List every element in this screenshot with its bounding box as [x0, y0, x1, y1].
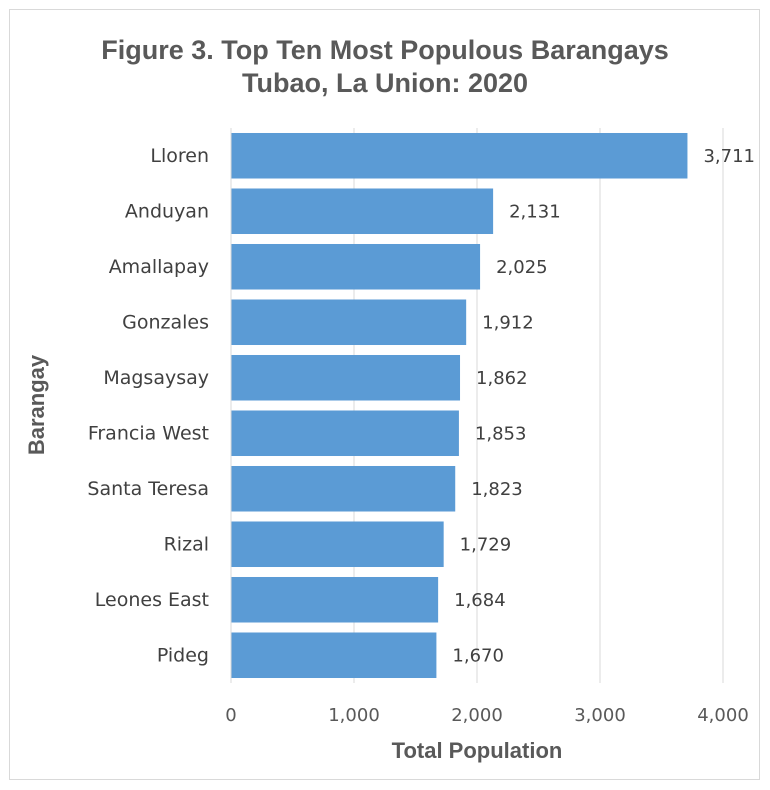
- category-label: Pideg: [157, 644, 209, 666]
- category-label: Rizal: [164, 533, 209, 555]
- data-label: 2,131: [509, 201, 561, 222]
- data-label: 3,711: [703, 146, 755, 167]
- data-label: 1,729: [460, 534, 512, 555]
- bar: [231, 632, 437, 679]
- bar: [231, 299, 467, 346]
- data-label: 1,853: [475, 423, 527, 444]
- category-label: Leones East: [95, 589, 209, 611]
- bar: [231, 410, 459, 457]
- x-axis-label: Total Population: [391, 738, 563, 763]
- category-label: Anduyan: [125, 200, 209, 222]
- bar: [231, 132, 688, 179]
- chart-title: Figure 3. Top Ten Most Populous Barangay…: [101, 35, 669, 65]
- x-tick-label: 0: [225, 705, 236, 726]
- data-label: 1,684: [454, 590, 506, 611]
- bar: [231, 354, 461, 401]
- x-tick-label: 4,000: [697, 705, 749, 726]
- x-tick-label: 1,000: [328, 705, 380, 726]
- x-tick-label: 2,000: [451, 705, 503, 726]
- chart-title-block: Figure 3. Top Ten Most Populous Barangay…: [0, 34, 770, 100]
- data-label: 2,025: [496, 257, 548, 278]
- data-label: 1,862: [476, 368, 528, 389]
- data-label: 1,823: [471, 479, 523, 500]
- data-label: 1,670: [452, 645, 504, 666]
- x-tick-label: 3,000: [574, 705, 626, 726]
- category-label: Amallapay: [109, 256, 209, 278]
- category-label: Lloren: [150, 145, 209, 167]
- bar: [231, 188, 494, 235]
- category-label: Santa Teresa: [87, 478, 209, 500]
- category-label: Gonzales: [122, 311, 209, 333]
- category-label: Magsaysay: [103, 367, 209, 389]
- category-label: Francia West: [88, 422, 209, 444]
- bar: [231, 243, 481, 290]
- data-label: 1,912: [482, 312, 534, 333]
- bar: [231, 576, 439, 623]
- chart-subtitle: Tubao, La Union: 2020: [241, 68, 529, 98]
- bar: [231, 465, 456, 512]
- bar: [231, 521, 444, 568]
